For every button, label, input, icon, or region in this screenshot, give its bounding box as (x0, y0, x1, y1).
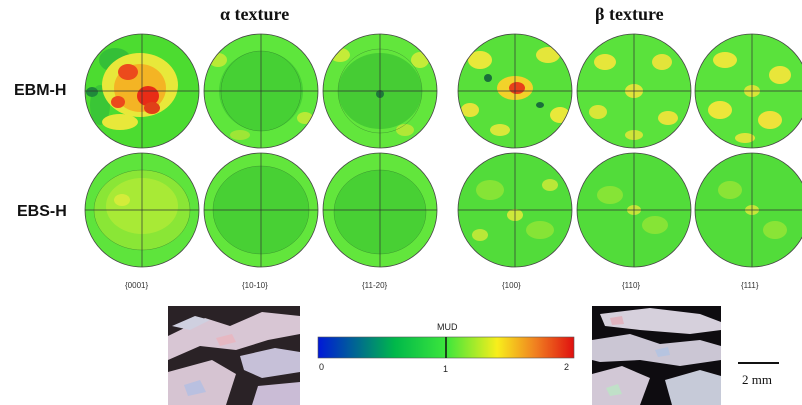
microstructure-image-left (168, 306, 300, 405)
colorbar-title: MUD (437, 322, 458, 332)
pole-figure-ebs-h-0001 (84, 152, 200, 268)
pole-figure-ebm-h-11-20 (322, 33, 438, 149)
pole-figure-ebs-h-111 (694, 152, 802, 268)
colorbar-tick-0: 0 (319, 362, 325, 372)
beta-texture-title: β texture (595, 4, 664, 24)
row-label-ebm-h: EBM-H (14, 82, 67, 99)
scale-bar-label: 2 mm (742, 372, 772, 387)
pole-figure-ebm-h-110 (576, 33, 692, 149)
column-label-110: {110} (622, 281, 641, 290)
pole-figure-ebm-h-100 (457, 33, 573, 149)
column-label-100: {100} (502, 281, 521, 290)
alpha-texture-title: α texture (220, 4, 290, 24)
row-label-ebs-h: EBS-H (17, 203, 67, 220)
column-label-0001: {0001} (125, 281, 149, 290)
column-label-11-20: {11-20} (362, 281, 388, 290)
pole-figure-ebm-h-0001 (84, 33, 200, 149)
colorbar-tick-1: 1 (443, 364, 449, 374)
pole-figure-ebs-h-110 (576, 152, 692, 268)
column-label-10-10: {10-10} (242, 281, 268, 290)
pole-figure-ebs-h-100 (457, 152, 573, 268)
pole-figure-ebm-h-10-10 (203, 33, 319, 149)
microstructure-image-right (592, 306, 721, 405)
pole-figure-ebs-h-10-10 (203, 152, 319, 268)
pole-figure-ebs-h-11-20 (322, 152, 438, 268)
colorbar (317, 336, 575, 359)
pole-figure-ebm-h-111 (694, 33, 802, 149)
column-label-111: {111} (741, 281, 759, 290)
colorbar-tick-2: 2 (564, 362, 570, 372)
